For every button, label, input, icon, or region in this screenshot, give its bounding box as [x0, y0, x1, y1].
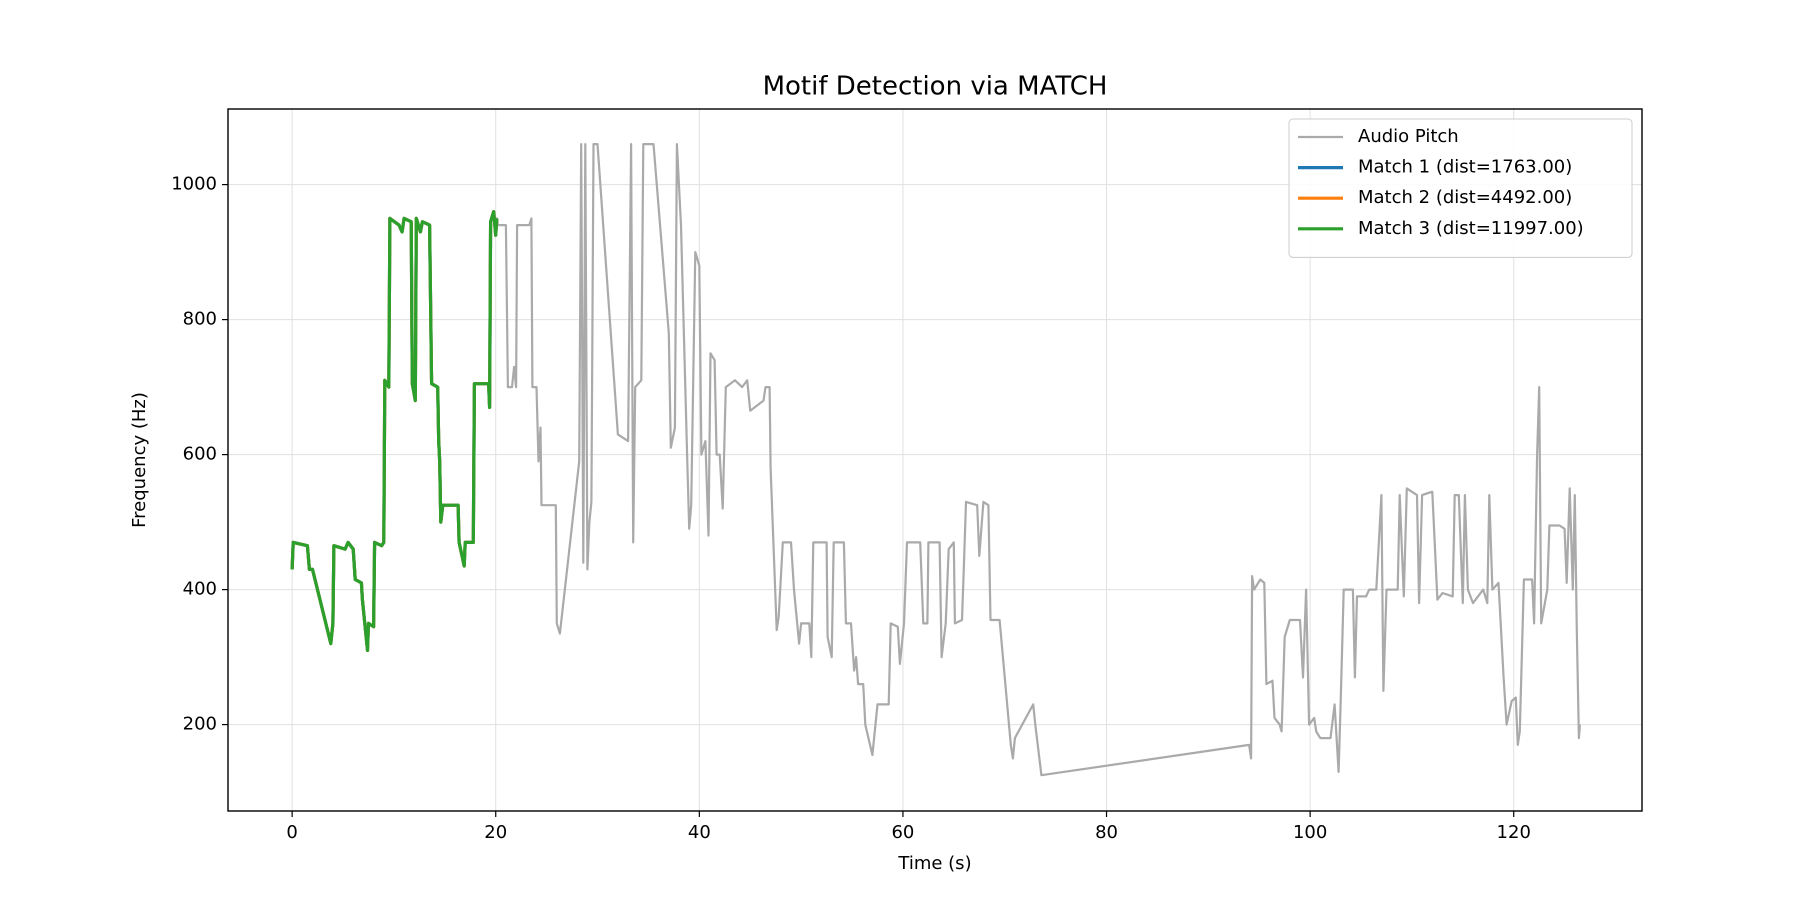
- x-tick-label: 20: [484, 822, 507, 843]
- y-tick-label: 800: [183, 309, 217, 330]
- y-axis-label: Frequency (Hz): [129, 392, 150, 528]
- legend-label: Match 3 (dist=11997.00): [1358, 218, 1584, 239]
- legend-label: Match 2 (dist=4492.00): [1358, 187, 1572, 208]
- y-tick-label: 1000: [171, 174, 217, 195]
- plot-area: [290, 143, 1581, 777]
- chart-title: Motif Detection via MATCH: [763, 72, 1108, 102]
- legend-label: Match 1 (dist=1763.00): [1358, 157, 1572, 178]
- x-tick-label: 120: [1497, 822, 1531, 843]
- x-tick-label: 40: [688, 822, 711, 843]
- grid: [228, 109, 1642, 811]
- legend-label: Audio Pitch: [1358, 126, 1459, 147]
- x-axis-label: Time (s): [897, 853, 971, 874]
- x-tick-label: 0: [286, 822, 297, 843]
- legend-box: [1288, 118, 1633, 258]
- axes-frame: [227, 108, 1643, 812]
- y-tick-label: 200: [183, 714, 217, 735]
- x-tick-label: 80: [1095, 822, 1118, 843]
- x-tick-label: 60: [891, 822, 914, 843]
- series-line: [290, 210, 499, 652]
- y-tick-label: 400: [183, 579, 217, 600]
- legend: Audio Pitch Match 1 (dist=1763.00) Match 2…: [1288, 118, 1633, 258]
- x-tick-label: 100: [1293, 822, 1327, 843]
- y-tick-label: 600: [183, 444, 217, 465]
